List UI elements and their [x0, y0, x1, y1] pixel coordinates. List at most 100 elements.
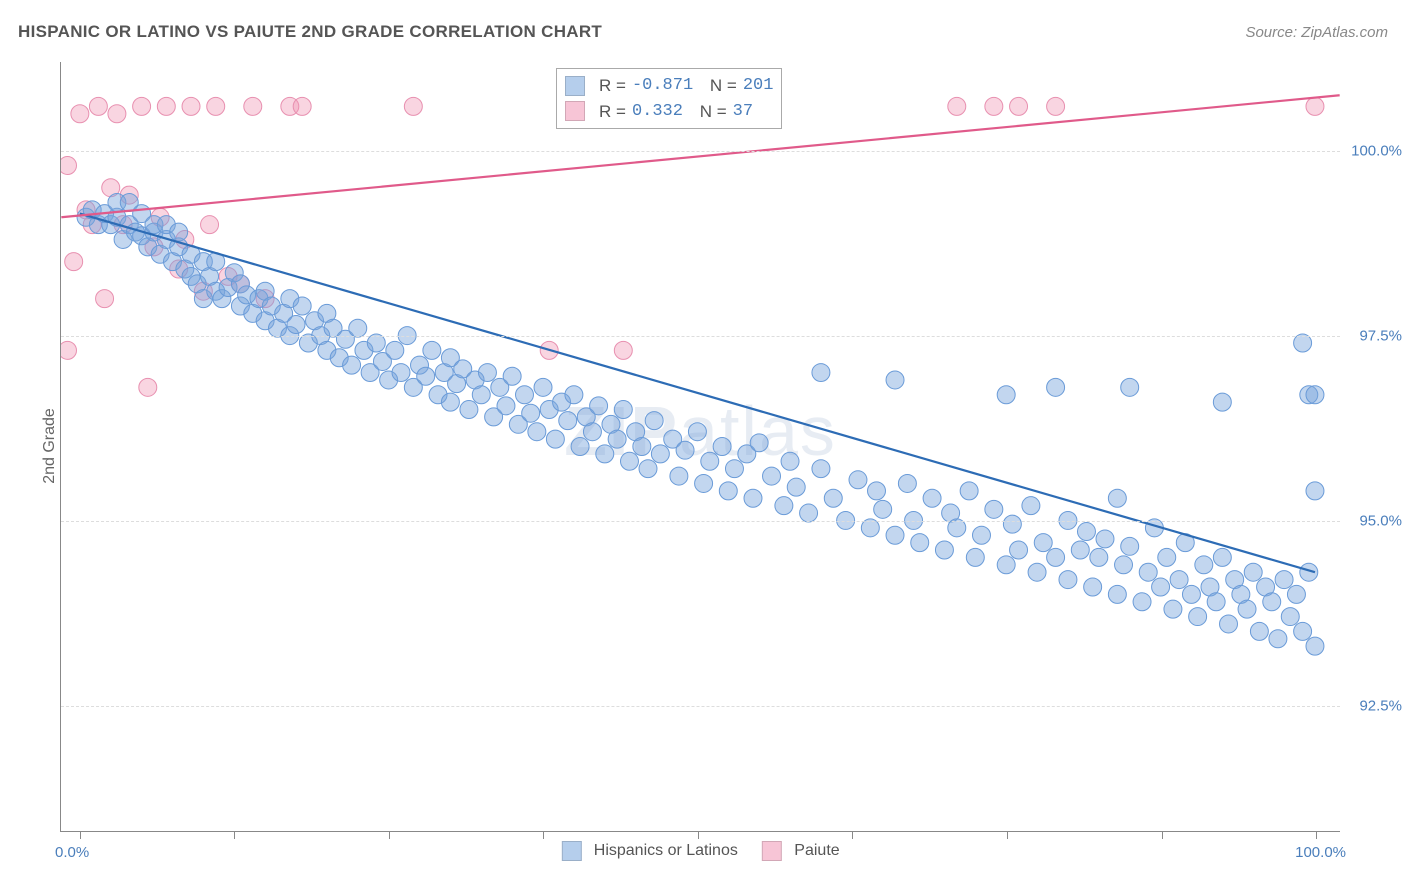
legend-label: Hispanics or Latinos [594, 842, 738, 859]
scatter-point [65, 253, 83, 271]
scatter-point [287, 316, 305, 334]
scatter-point [534, 378, 552, 396]
scatter-point [688, 423, 706, 441]
scatter-point [1250, 622, 1268, 640]
gridline [61, 336, 1340, 337]
scatter-point [898, 474, 916, 492]
scatter-point [1090, 548, 1108, 566]
scatter-point [157, 97, 175, 115]
scatter-point [343, 356, 361, 374]
scatter-point [404, 97, 422, 115]
legend-item-hispanics: Hispanics or Latinos [561, 841, 738, 861]
scatter-point [725, 460, 743, 478]
scatter-point [61, 341, 76, 359]
scatter-point [1213, 393, 1231, 411]
scatter-point [108, 105, 126, 123]
stats-r-value: -0.871 [632, 73, 693, 99]
scatter-point [61, 157, 76, 175]
stats-n-label: N = [700, 99, 727, 125]
scatter-point [972, 526, 990, 544]
scatter-point [1263, 593, 1281, 611]
scatter-point [633, 438, 651, 456]
y-tick-label: 95.0% [1346, 513, 1402, 530]
x-tick [543, 831, 544, 839]
scatter-point [1238, 600, 1256, 618]
scatter-point [546, 430, 564, 448]
scatter-point [1207, 593, 1225, 611]
scatter-point [1170, 571, 1188, 589]
scatter-point [139, 378, 157, 396]
plot-area: ZIPatlas 92.5%95.0%97.5%100.0% 0.0% 100.… [60, 62, 1340, 832]
scatter-point [997, 386, 1015, 404]
scatter-point [1306, 386, 1324, 404]
legend-swatch-icon [565, 76, 585, 96]
scatter-point [1059, 571, 1077, 589]
stats-n-value: 201 [743, 73, 774, 99]
scatter-point [1220, 615, 1238, 633]
scatter-point [886, 371, 904, 389]
scatter-point [392, 364, 410, 382]
scatter-point [614, 401, 632, 419]
scatter-point [89, 97, 107, 115]
scatter-point [1139, 563, 1157, 581]
scatter-point [695, 474, 713, 492]
scatter-point [1189, 608, 1207, 626]
legend-swatch-icon [561, 841, 581, 861]
scatter-point [763, 467, 781, 485]
scatter-point [787, 478, 805, 496]
y-tick-label: 100.0% [1346, 142, 1402, 159]
header: HISPANIC OR LATINO VS PAIUTE 2ND GRADE C… [18, 22, 1388, 42]
scatter-point [824, 489, 842, 507]
scatter-point [516, 386, 534, 404]
scatter-point [935, 541, 953, 559]
scatter-point [1022, 497, 1040, 515]
scatter-point [96, 290, 114, 308]
chart-svg [61, 62, 1340, 831]
scatter-point [182, 97, 200, 115]
stats-r-label: R = [599, 99, 626, 125]
scatter-point [812, 364, 830, 382]
gridline [61, 706, 1340, 707]
scatter-point [1294, 622, 1312, 640]
stats-r-value: 0.332 [632, 99, 683, 125]
scatter-point [522, 404, 540, 422]
scatter-point [614, 341, 632, 359]
scatter-point [349, 319, 367, 337]
scatter-point [1300, 563, 1318, 581]
x-axis-label-min: 0.0% [55, 844, 89, 861]
scatter-point [1182, 585, 1200, 603]
stats-legend-box: R = -0.871 N = 201 R = 0.332 N = 37 [556, 68, 782, 129]
stats-n-value: 37 [733, 99, 753, 125]
x-tick [389, 831, 390, 839]
stats-row: R = 0.332 N = 37 [565, 99, 773, 125]
scatter-point [71, 105, 89, 123]
scatter-point [1306, 482, 1324, 500]
scatter-point [244, 97, 262, 115]
scatter-point [997, 556, 1015, 574]
scatter-point [645, 412, 663, 430]
scatter-point [1108, 489, 1126, 507]
scatter-point [293, 97, 311, 115]
y-tick-label: 92.5% [1346, 698, 1402, 715]
scatter-point [472, 386, 490, 404]
source-attribution: Source: ZipAtlas.com [1245, 24, 1388, 41]
x-tick [1007, 831, 1008, 839]
scatter-point [886, 526, 904, 544]
y-axis-label: 2nd Grade [41, 408, 59, 484]
scatter-point [960, 482, 978, 500]
chart-title: HISPANIC OR LATINO VS PAIUTE 2ND GRADE C… [18, 22, 602, 42]
x-tick [234, 831, 235, 839]
scatter-point [923, 489, 941, 507]
scatter-point [1121, 378, 1139, 396]
scatter-point [701, 452, 719, 470]
scatter-point [1010, 97, 1028, 115]
x-tick [698, 831, 699, 839]
scatter-point [670, 467, 688, 485]
scatter-point [1133, 593, 1151, 611]
y-tick-label: 97.5% [1346, 327, 1402, 344]
scatter-point [1195, 556, 1213, 574]
gridline [61, 521, 1340, 522]
scatter-point [1096, 530, 1114, 548]
scatter-point [812, 460, 830, 478]
x-tick [1316, 831, 1317, 839]
